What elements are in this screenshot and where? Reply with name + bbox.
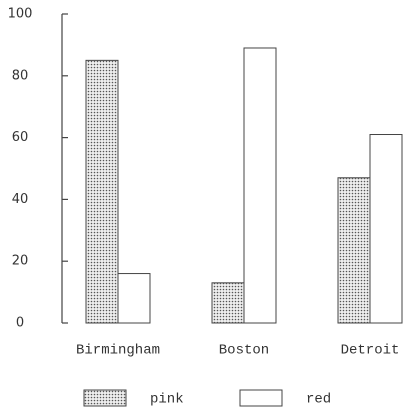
bar <box>117 273 151 324</box>
x-tick-label: Boston <box>219 343 269 359</box>
y-tick-label: 0 <box>16 316 24 331</box>
y-tick-label: 20 <box>12 254 29 269</box>
bar <box>243 47 277 324</box>
y-tick-label: 100 <box>8 7 33 22</box>
legend-label: pink <box>150 392 184 408</box>
x-tick-label: Birmingham <box>76 343 160 359</box>
y-tick-label: 80 <box>12 68 29 83</box>
bar <box>85 59 119 324</box>
bar <box>211 282 245 324</box>
x-tick-label: Detroit <box>341 343 400 359</box>
y-tick-label: 40 <box>12 192 29 207</box>
y-tick-label: 60 <box>12 130 29 145</box>
legend-swatch <box>83 389 127 407</box>
bar <box>337 177 371 324</box>
legend-label: red <box>306 392 331 408</box>
bar <box>369 134 403 324</box>
legend-swatch <box>239 389 283 407</box>
